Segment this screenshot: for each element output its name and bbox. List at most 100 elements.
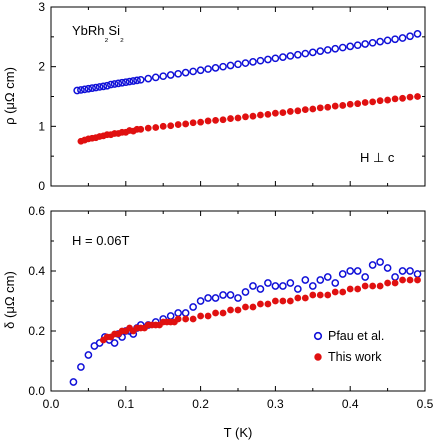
delta-point-series-1 bbox=[339, 288, 347, 296]
x-axis-label: T (K) bbox=[224, 425, 253, 440]
resistivity-point-series-1 bbox=[257, 111, 264, 119]
resistivity-point-series-1 bbox=[152, 124, 160, 131]
resistivity-point-series-0 bbox=[125, 77, 134, 86]
resistivity-point-series-0 bbox=[136, 75, 145, 84]
legend-label-pfau: Pfau et al. bbox=[328, 329, 384, 343]
resistivity-point-series-0 bbox=[226, 61, 235, 70]
delta-point-series-0 bbox=[346, 267, 355, 275]
delta-point-series-1 bbox=[204, 312, 212, 320]
delta-point-series-1 bbox=[264, 300, 272, 308]
delta-point-series-0 bbox=[211, 294, 220, 302]
x-tick-label: 0.1 bbox=[117, 397, 134, 411]
resistivity-point-series-0 bbox=[293, 50, 302, 59]
resistivity-point-series-1 bbox=[249, 112, 257, 120]
delta-point-series-0 bbox=[406, 267, 414, 275]
delta-point-series-1 bbox=[376, 282, 384, 290]
resistivity-point-series-0 bbox=[249, 58, 257, 66]
resistivity-point-series-0 bbox=[133, 76, 141, 85]
delta-point-series-0 bbox=[234, 294, 242, 302]
resistivity-point-series-1 bbox=[346, 100, 354, 108]
delta-point-series-1 bbox=[227, 306, 234, 314]
resistivity-point-series-0 bbox=[129, 77, 138, 85]
delta-point-series-0 bbox=[279, 282, 287, 290]
resistivity-point-series-1 bbox=[301, 106, 309, 114]
y-tick-label: 0.0 bbox=[28, 384, 45, 398]
delta-point-series-1 bbox=[384, 279, 391, 287]
delta-point-series-0 bbox=[376, 258, 384, 266]
resistivity-point-series-1 bbox=[369, 98, 377, 106]
resistivity-point-series-1 bbox=[264, 111, 272, 118]
delta-point-series-0 bbox=[293, 285, 302, 293]
delta-point-series-0 bbox=[308, 282, 317, 290]
delta-point-series-0 bbox=[264, 279, 272, 287]
resistivity-point-series-0 bbox=[110, 80, 119, 88]
resistivity-point-series-0 bbox=[181, 68, 190, 77]
resistivity-point-series-0 bbox=[103, 81, 111, 90]
resistivity-plot-frame bbox=[50, 6, 426, 187]
resistivity-point-series-0 bbox=[95, 83, 104, 91]
resistivity-point-series-0 bbox=[383, 36, 392, 45]
resistivity-point-series-0 bbox=[338, 43, 347, 52]
resistivity-point-series-1 bbox=[137, 125, 145, 133]
resistivity-point-series-1 bbox=[391, 95, 399, 103]
delta-y-axis-label: δ (μΩ cm) bbox=[2, 271, 17, 329]
y-tick-label: 1 bbox=[38, 119, 45, 133]
delta-point-series-0 bbox=[249, 282, 257, 290]
delta-point-series-0 bbox=[256, 285, 265, 293]
resistivity-point-series-0 bbox=[174, 69, 183, 78]
x-tick-label: 0.4 bbox=[342, 397, 359, 411]
delta-point-series-0 bbox=[323, 273, 332, 281]
resistivity-point-series-1 bbox=[286, 108, 294, 115]
delta-point-series-0 bbox=[219, 291, 227, 299]
resistivity-point-series-0 bbox=[84, 84, 93, 93]
resistivity-point-series-0 bbox=[73, 86, 82, 95]
resistivity-point-series-0 bbox=[308, 48, 317, 57]
delta-point-series-1 bbox=[369, 282, 377, 290]
x-tick-label: 0.3 bbox=[267, 397, 284, 411]
resistivity-point-series-1 bbox=[279, 109, 287, 117]
resistivity-data-points bbox=[73, 29, 422, 145]
resistivity-point-series-0 bbox=[413, 29, 422, 38]
resistivity-point-series-0 bbox=[353, 41, 362, 50]
delta-point-series-1 bbox=[182, 315, 190, 323]
resistivity-point-series-1 bbox=[376, 97, 384, 105]
delta-axes: 0.0 0.2 0.4 0.6 0.0 0.1 0.2 0.3 0.4 0.5 bbox=[28, 204, 433, 411]
resistivity-point-series-0 bbox=[189, 67, 197, 76]
resistivity-point-series-1 bbox=[227, 115, 234, 122]
resistivity-point-series-1 bbox=[309, 105, 317, 113]
resistivity-point-series-0 bbox=[376, 37, 384, 46]
delta-point-series-1 bbox=[391, 279, 399, 287]
y-tick-label: 0.6 bbox=[28, 204, 45, 218]
delta-point-series-0 bbox=[301, 276, 310, 284]
delta-point-series-1 bbox=[257, 300, 264, 308]
legend-label-this-work: This work bbox=[328, 350, 382, 364]
resistivity-point-series-1 bbox=[189, 119, 197, 127]
delta-point-series-0 bbox=[271, 282, 280, 290]
resistivity-point-series-1 bbox=[339, 102, 347, 109]
legend-marker-this-work bbox=[314, 353, 322, 361]
resistivity-point-series-0 bbox=[279, 53, 287, 61]
resistivity-point-series-1 bbox=[406, 93, 414, 101]
x-tick-label: 0.0 bbox=[43, 397, 60, 411]
resistivity-point-series-0 bbox=[121, 78, 130, 87]
resistivity-point-series-0 bbox=[118, 78, 126, 87]
resistivity-point-series-0 bbox=[323, 46, 332, 54]
resistivity-point-series-1 bbox=[316, 104, 324, 112]
delta-point-series-0 bbox=[361, 273, 370, 281]
resistivity-point-series-0 bbox=[241, 59, 250, 67]
delta-point-series-1 bbox=[294, 294, 302, 302]
material-label: YbRh₂Si₂ bbox=[72, 23, 124, 44]
delta-point-series-0 bbox=[181, 309, 190, 317]
resistivity-point-series-0 bbox=[361, 40, 370, 48]
x-tick-label: 0.5 bbox=[417, 397, 434, 411]
resistivity-point-series-0 bbox=[159, 72, 168, 81]
delta-point-series-0 bbox=[383, 264, 392, 272]
resistivity-point-series-0 bbox=[271, 54, 280, 63]
delta-point-series-1 bbox=[271, 297, 279, 305]
y-tick-label: 0.2 bbox=[28, 324, 45, 338]
delta-point-series-0 bbox=[174, 309, 183, 317]
resistivity-point-series-1 bbox=[271, 109, 279, 117]
resistivity-point-series-1 bbox=[144, 124, 152, 132]
resistivity-point-series-0 bbox=[398, 34, 407, 42]
